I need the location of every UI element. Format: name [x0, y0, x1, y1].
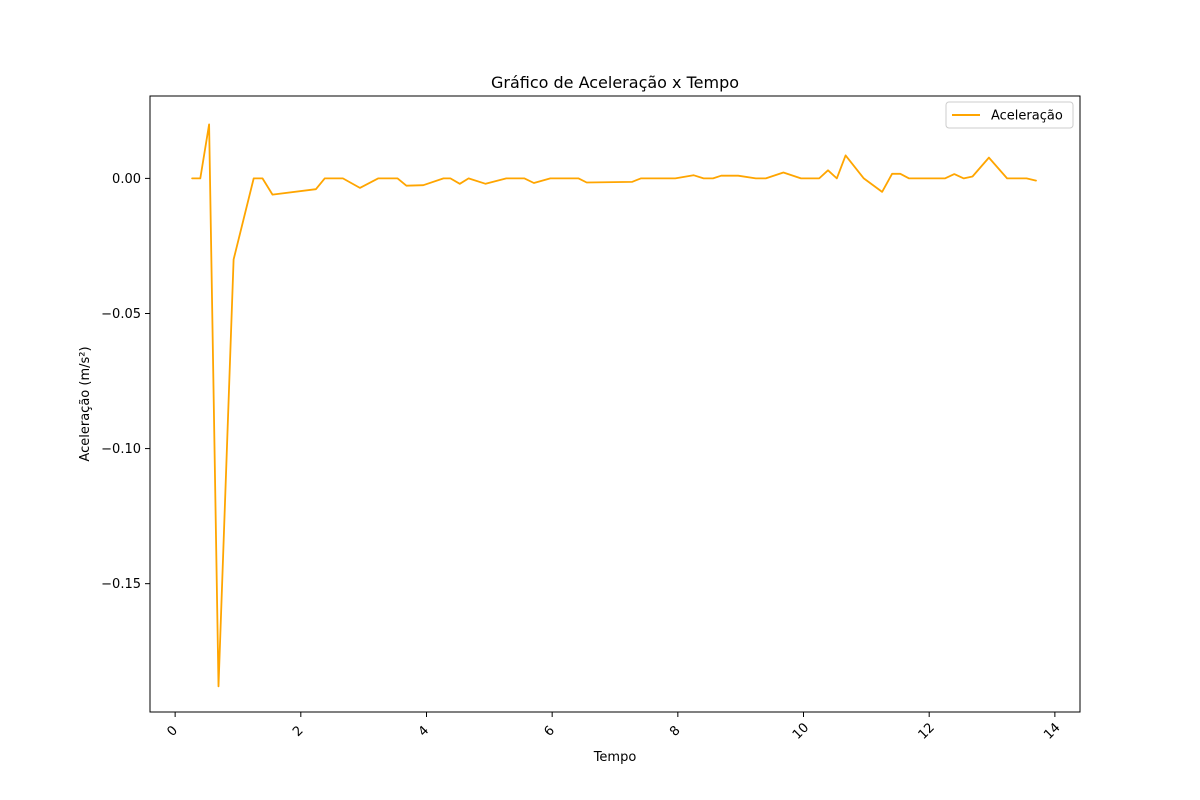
y-tick-label: −0.15 [101, 577, 141, 592]
plot-frame [149, 95, 1081, 713]
y-axis-ticks: 0.00 −0.05 −0.10 −0.15 [101, 172, 150, 592]
plot-area [150, 96, 1080, 712]
acceleration-series-line [191, 123, 1037, 688]
y-axis-label: Aceleração (m/s²) [78, 346, 93, 461]
y-tick-label: −0.10 [101, 442, 141, 457]
x-axis-label: Tempo [593, 750, 637, 765]
legend-label: Aceleração [991, 109, 1063, 124]
legend-box [945, 101, 1074, 129]
chart-title: Gráfico de Aceleração x Tempo [491, 73, 739, 92]
legend: Aceleração [945, 101, 1074, 129]
y-tick-label: −0.05 [101, 307, 141, 322]
y-tick-label: 0.00 [112, 172, 141, 187]
